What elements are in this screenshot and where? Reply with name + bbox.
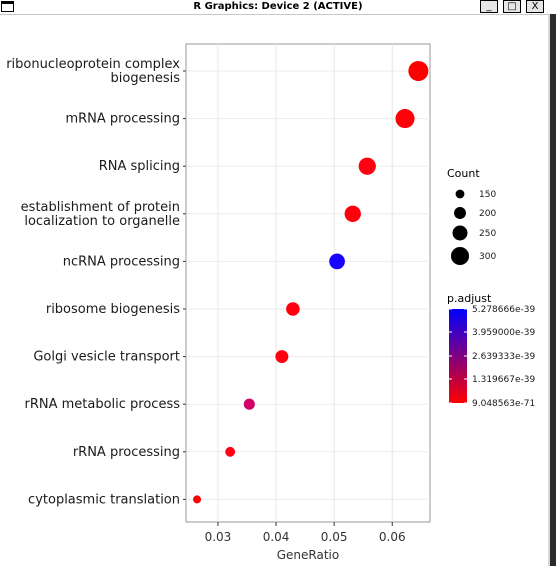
window-menu-icon[interactable]	[1, 1, 14, 12]
data-point	[286, 302, 300, 316]
size-legend-title: Count	[447, 167, 480, 180]
y-tick-label: Golgi vesicle transport	[33, 350, 180, 365]
data-point	[358, 157, 376, 175]
size-legend-label: 150	[479, 190, 496, 200]
window-titlebar[interactable]: R Graphics: Device 2 (ACTIVE) _ □ X	[0, 0, 556, 15]
x-tick-label: 0.04	[263, 530, 290, 544]
color-legend-label: 5.278666e-39	[472, 305, 535, 315]
close-button[interactable]: X	[526, 0, 544, 13]
y-tick-label: rRNA processing	[73, 445, 180, 460]
data-point	[329, 253, 345, 270]
y-tick-label: rRNA metabolic process	[24, 397, 180, 412]
size-legend-dot	[450, 246, 470, 266]
size-legend-label: 300	[479, 252, 496, 262]
size-legend-dot	[452, 225, 468, 241]
y-tick-label: mRNA processing	[65, 112, 180, 127]
data-point	[275, 350, 289, 364]
y-tick-label: cytoplasmic translation	[28, 492, 180, 507]
data-point	[193, 495, 202, 504]
x-tick-label: 0.05	[321, 530, 348, 544]
color-legend-label: 1.319667e-39	[472, 375, 535, 385]
size-legend-dot	[455, 189, 465, 199]
color-legend-label: 9.048563e-71	[472, 399, 535, 409]
y-tick-label: ncRNA processing	[63, 254, 180, 269]
color-legend-bar	[449, 309, 467, 403]
color-legend-title: p.adjust	[447, 292, 492, 305]
y-tick-label: ribosome biogenesis	[46, 302, 180, 317]
y-tick-label: ribonucleoprotein complex biogenesis	[6, 57, 180, 86]
size-legend-dot	[454, 207, 466, 219]
size-legend-label: 250	[479, 229, 496, 239]
plot-panel	[185, 43, 431, 523]
x-axis-label: GeneRatio	[277, 548, 339, 562]
color-legend-label: 3.959000e-39	[472, 328, 535, 338]
maximize-button[interactable]: □	[503, 0, 521, 13]
minimize-button[interactable]: _	[480, 0, 498, 13]
data-point	[243, 398, 255, 410]
window-edge	[548, 14, 556, 566]
color-legend-label: 2.639333e-39	[472, 352, 535, 362]
x-tick-label: 0.06	[379, 530, 406, 544]
size-legend-label: 200	[479, 209, 496, 219]
data-point	[225, 446, 236, 457]
data-point	[344, 205, 361, 222]
x-tick-label: 0.03	[205, 530, 232, 544]
y-tick-label: establishment of protein localization to …	[21, 200, 180, 229]
data-point	[408, 61, 429, 81]
window-title: R Graphics: Device 2 (ACTIVE)	[193, 1, 363, 12]
data-point	[395, 109, 415, 129]
y-tick-label: RNA splicing	[99, 159, 180, 174]
